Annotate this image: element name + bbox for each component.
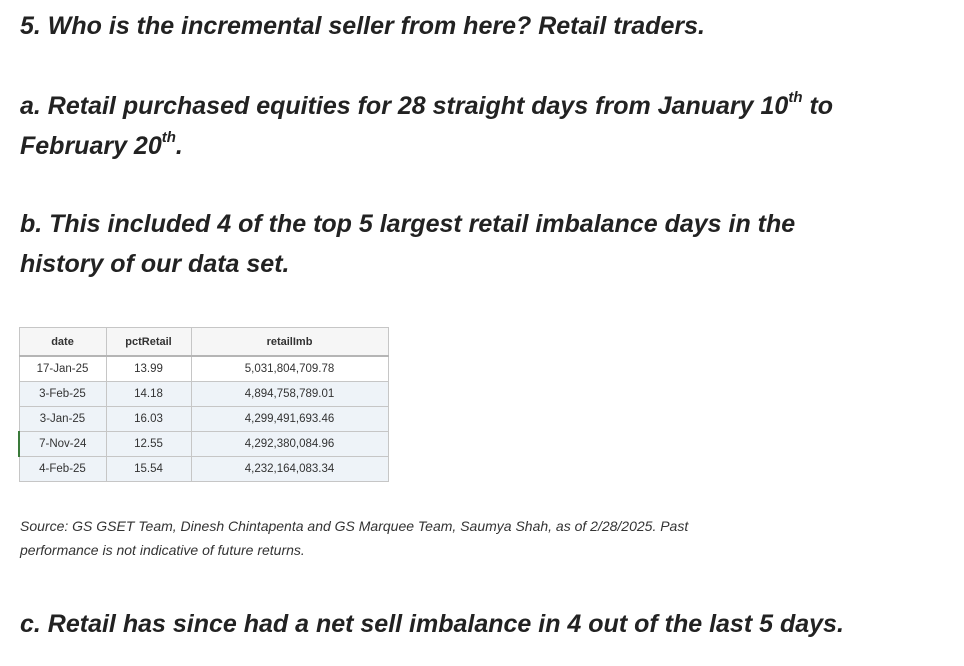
cell-date: 4-Feb-25 <box>18 456 107 482</box>
header-pct-retail: pctRetail <box>105 327 192 357</box>
cell-date: 7-Nov-24 <box>18 431 107 457</box>
source-note: Source: GS GSET Team, Dinesh Chintapenta… <box>20 514 920 562</box>
source-line2: performance is not indicative of future … <box>20 542 305 558</box>
cell-pct-retail: 14.18 <box>105 381 192 407</box>
cell-pct-retail: 15.54 <box>105 456 192 482</box>
point-b-line1: b. This included 4 of the top 5 largest … <box>20 210 796 238</box>
table-row: 7-Nov-24 12.55 4,292,380,084.96 <box>18 431 389 457</box>
table-row: 17-Jan-25 13.99 5,031,804,709.78 <box>18 355 389 382</box>
point-b-imbalance-days: b. This included 4 of the top 5 largest … <box>20 204 795 284</box>
table-row: 4-Feb-25 15.54 4,232,164,083.34 <box>18 456 389 482</box>
table-row: 3-Jan-25 16.03 4,299,491,693.46 <box>18 406 389 432</box>
header-retail-imb: retailImb <box>190 327 389 357</box>
point-a-prefix: a. Retail purchased equities for 28 stra… <box>20 92 789 120</box>
cell-pct-retail: 12.55 <box>105 431 192 457</box>
cell-retail-imb: 5,031,804,709.78 <box>190 355 389 382</box>
heading-incremental-seller: 5. Who is the incremental seller from he… <box>20 12 705 40</box>
cell-date: 17-Jan-25 <box>18 355 107 382</box>
header-date: date <box>18 327 107 357</box>
cell-retail-imb: 4,232,164,083.34 <box>190 456 389 482</box>
point-a-suffix: . <box>175 132 183 160</box>
point-a-ordinal-1: th <box>788 88 803 106</box>
cell-date: 3-Feb-25 <box>18 381 107 407</box>
source-line1: Source: GS GSET Team, Dinesh Chintapenta… <box>20 518 689 534</box>
cell-retail-imb: 4,299,491,693.46 <box>190 406 389 432</box>
cell-pct-retail: 16.03 <box>105 406 192 432</box>
point-a-middle: to <box>802 92 834 120</box>
point-c-net-sell: c. Retail has since had a net sell imbal… <box>20 610 844 638</box>
retail-imbalance-table: date pctRetail retailImb 17-Jan-25 13.99… <box>18 327 389 482</box>
point-a-ordinal-2: th <box>161 128 176 146</box>
cell-pct-retail: 13.99 <box>105 355 192 382</box>
table-header-row: date pctRetail retailImb <box>18 327 389 357</box>
cell-retail-imb: 4,292,380,084.96 <box>190 431 389 457</box>
table-row: 3-Feb-25 14.18 4,894,758,789.01 <box>18 381 389 407</box>
cell-retail-imb: 4,894,758,789.01 <box>190 381 389 407</box>
point-a-retail-purchases: a. Retail purchased equities for 28 stra… <box>20 86 833 166</box>
point-a-line2: February 20 <box>20 132 162 160</box>
cell-date: 3-Jan-25 <box>18 406 107 432</box>
point-b-line2: history of our data set. <box>20 250 290 278</box>
